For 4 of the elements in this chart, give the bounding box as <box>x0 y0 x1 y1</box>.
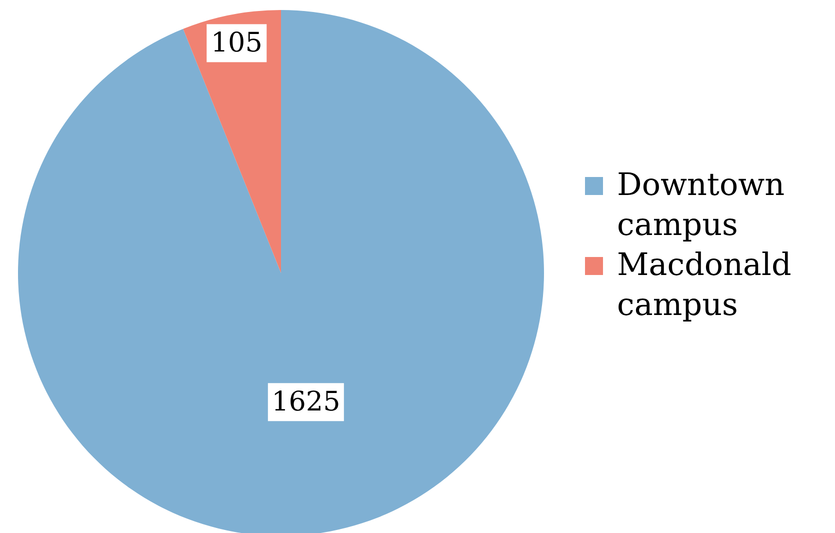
data-label: 1625 <box>272 386 340 418</box>
legend-label: Downtown campus <box>617 166 786 245</box>
legend-label: Macdonald campus <box>617 246 792 325</box>
data-label: 105 <box>210 28 262 59</box>
